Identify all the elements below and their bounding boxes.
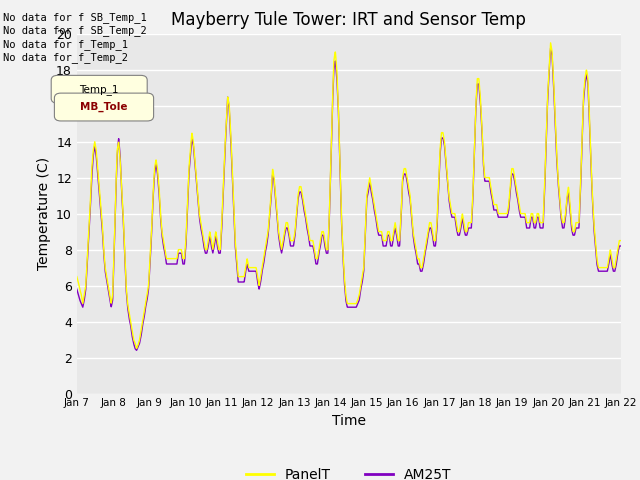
Text: No data for f SB_Temp_2: No data for f SB_Temp_2 (3, 25, 147, 36)
Title: Mayberry Tule Tower: IRT and Sensor Temp: Mayberry Tule Tower: IRT and Sensor Temp (172, 11, 526, 29)
PanelT (607, 248, 614, 253)
AM25T (282, 227, 289, 233)
PanelT (547, 40, 554, 46)
Line: AM25T: AM25T (77, 48, 621, 350)
PanelT (168, 256, 175, 262)
AM25T (168, 261, 175, 267)
Text: Temp_1: Temp_1 (79, 84, 119, 95)
PanelT (617, 238, 625, 243)
AM25T (305, 238, 313, 243)
PanelT (73, 274, 81, 279)
Y-axis label: Temperature (C): Temperature (C) (36, 157, 51, 270)
PanelT (548, 48, 556, 53)
AM25T (135, 342, 143, 348)
AM25T (132, 348, 140, 353)
Legend: PanelT, AM25T: PanelT, AM25T (240, 462, 458, 480)
PanelT (133, 346, 141, 351)
AM25T (607, 251, 614, 257)
PanelT (305, 233, 313, 239)
Text: No data for f SB_Temp_1: No data for f SB_Temp_1 (3, 12, 147, 23)
AM25T (547, 45, 554, 51)
Text: No data for_f_Temp_2: No data for_f_Temp_2 (3, 52, 128, 63)
PanelT (282, 222, 289, 228)
X-axis label: Time: Time (332, 414, 366, 428)
AM25T (73, 286, 81, 292)
PanelT (135, 339, 143, 345)
Text: MB_Tole: MB_Tole (80, 102, 127, 112)
AM25T (548, 51, 556, 57)
Line: PanelT: PanelT (77, 43, 621, 348)
Text: No data for f_Temp_1: No data for f_Temp_1 (3, 39, 128, 50)
AM25T (617, 243, 625, 249)
